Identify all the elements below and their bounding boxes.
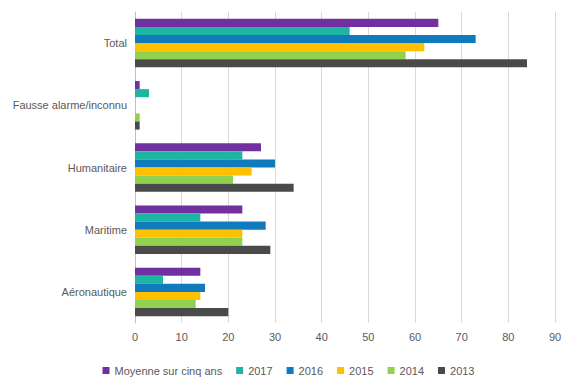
svg-text:0: 0	[132, 331, 138, 343]
svg-text:Moyenne sur cinq ans: Moyenne sur cinq ans	[115, 365, 223, 377]
svg-text:40: 40	[316, 331, 328, 343]
svg-text:Aéronautique: Aéronautique	[62, 286, 127, 298]
svg-text:10: 10	[176, 331, 188, 343]
svg-text:2017: 2017	[248, 365, 272, 377]
svg-text:2015: 2015	[349, 365, 373, 377]
svg-text:70: 70	[456, 331, 468, 343]
svg-text:Fausse alarme/inconnu: Fausse alarme/inconnu	[13, 99, 127, 111]
svg-text:Maritime: Maritime	[85, 224, 127, 236]
svg-text:30: 30	[269, 331, 281, 343]
svg-text:80: 80	[502, 331, 514, 343]
svg-text:2014: 2014	[400, 365, 424, 377]
svg-text:2016: 2016	[299, 365, 323, 377]
svg-text:2013: 2013	[450, 365, 474, 377]
svg-text:50: 50	[362, 331, 374, 343]
svg-text:Total: Total	[104, 37, 127, 49]
svg-text:60: 60	[409, 331, 421, 343]
svg-text:90: 90	[549, 331, 561, 343]
svg-text:Humanitaire: Humanitaire	[68, 162, 127, 174]
svg-text:20: 20	[222, 331, 234, 343]
